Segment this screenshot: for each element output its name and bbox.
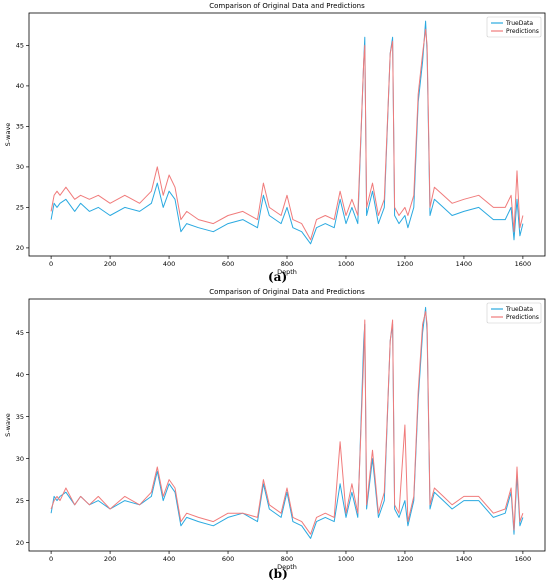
chart-b-x-tick-label: 1000 <box>338 555 355 563</box>
chart-a-legend-label-truedata: TrueData <box>505 20 533 27</box>
chart-b-title: Comparison of Original Data and Predicti… <box>209 288 365 296</box>
chart-b-x-tick-label: 1600 <box>515 555 532 563</box>
chart-b-legend-box <box>486 302 542 324</box>
chart-a-x-tick-label: 0 <box>49 260 53 268</box>
chart-a-x-tick-label: 800 <box>281 260 293 268</box>
chart-b-y-tick-label: 40 <box>16 371 24 379</box>
chart-a-legend-box <box>486 16 542 38</box>
chart-b-legend-label-predictions: Predictions <box>506 314 539 321</box>
chart-a-x-tick-label: 1600 <box>515 260 532 268</box>
chart-a-title: Comparison of Original Data and Predicti… <box>209 2 365 10</box>
chart-b-y-axis-label: S-wave <box>4 413 12 437</box>
chart-a-x-tick-label: 600 <box>222 260 234 268</box>
chart-a-y-tick-label: 40 <box>16 82 24 90</box>
chart-b-x-tick-label: 800 <box>281 555 293 563</box>
chart-a-plot-frame <box>28 12 546 257</box>
chart-a-x-tick-label: 400 <box>163 260 175 268</box>
chart-b-plot-frame <box>28 298 546 552</box>
chart-b-x-axis-label: Depth <box>277 563 297 571</box>
chart-b-y-tick-label: 45 <box>16 329 24 337</box>
chart-b-y-tick-label: 25 <box>16 497 24 505</box>
chart-a-series-truedata-line <box>50 20 524 245</box>
chart-b-legend-label-truedata: TrueData <box>505 306 533 313</box>
chart-b-y-tick-label: 35 <box>16 413 24 421</box>
chart-a-y-tick-label: 25 <box>16 204 24 212</box>
chart-b-x-tick-label: 1200 <box>397 555 414 563</box>
chart-a-y-tick-label: 45 <box>16 42 24 50</box>
chart-a-x-tick-label: 200 <box>104 260 116 268</box>
panel-label-b: (b) <box>268 567 288 581</box>
chart-a-y-tick-label: 35 <box>16 123 24 131</box>
chart-b-series-truedata-line <box>50 306 524 539</box>
chart-a-x-axis-label: Depth <box>277 268 297 276</box>
chart-a-x-tick-label: 1000 <box>338 260 355 268</box>
chart-a-x-tick-label: 1400 <box>456 260 473 268</box>
chart-b-x-tick-label: 1400 <box>456 555 473 563</box>
chart-a-y-tick-label: 20 <box>16 244 24 252</box>
chart-a-series-predictions-line <box>50 28 524 241</box>
chart-b-y-tick-label: 30 <box>16 455 24 463</box>
chart-b-x-tick-label: 400 <box>163 555 175 563</box>
chart-b-x-tick-label: 0 <box>49 555 53 563</box>
chart-a-y-axis-label: S-wave <box>4 123 12 147</box>
chart-a-legend-label-predictions: Predictions <box>506 28 539 35</box>
chart-a-y-tick-label: 30 <box>16 163 24 171</box>
chart-b-x-tick-label: 600 <box>222 555 234 563</box>
chart-b-series-predictions-line <box>50 311 524 535</box>
chart-b-y-tick-label: 20 <box>16 539 24 547</box>
chart-b-x-tick-label: 200 <box>104 555 116 563</box>
panel-label-a: (a) <box>268 270 288 284</box>
chart-a-x-tick-label: 1200 <box>397 260 414 268</box>
